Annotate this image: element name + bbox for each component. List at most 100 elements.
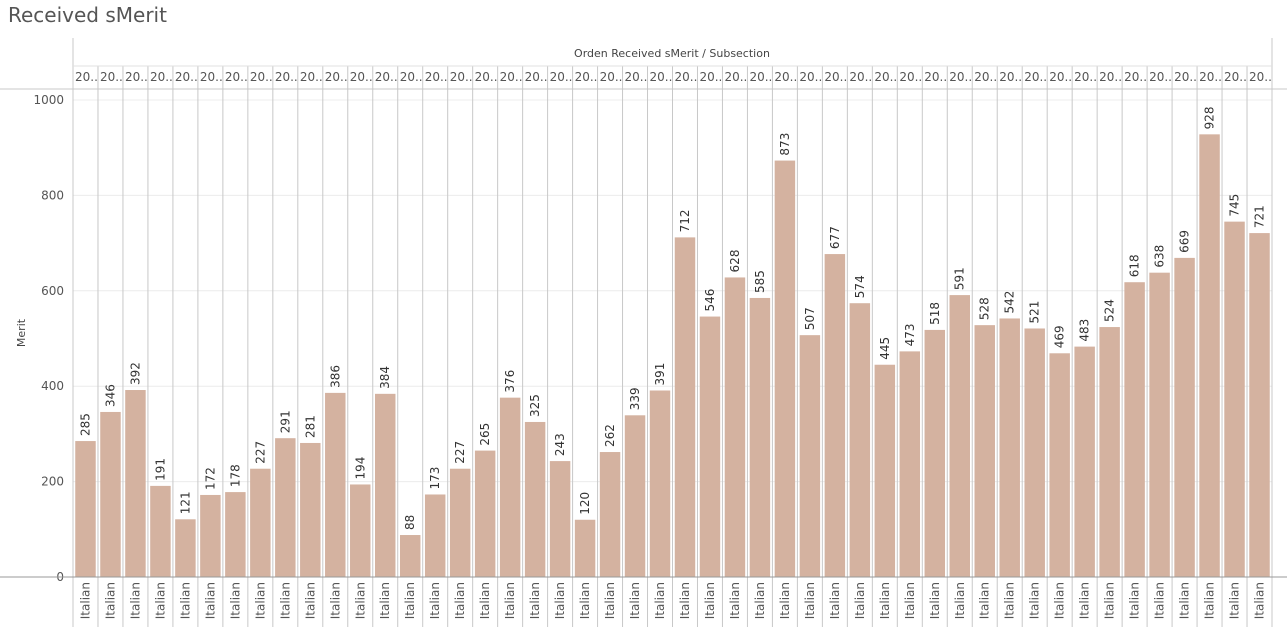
data-label: 542 [1003, 291, 1017, 314]
x-tick-label: Italian [353, 582, 367, 619]
bar [424, 494, 446, 577]
bar [849, 303, 871, 577]
bar [1124, 282, 1145, 577]
bar [1199, 134, 1220, 577]
x-tick-label: Italian [1228, 582, 1242, 619]
x-tick-label: Italian [378, 582, 392, 619]
column-top-label: 20.. [1124, 70, 1147, 84]
data-label: 339 [628, 387, 642, 410]
column-top-label: 20.. [425, 70, 448, 84]
column-top-label: 20.. [1024, 70, 1047, 84]
bar [1049, 353, 1070, 577]
x-tick-label: Italian [1253, 582, 1267, 619]
column-top-label: 20.. [400, 70, 423, 84]
data-label: 386 [328, 365, 342, 388]
data-label: 173 [428, 467, 442, 490]
data-label: 281 [303, 415, 317, 438]
x-tick-label: Italian [603, 582, 617, 619]
column-top-label: 20.. [799, 70, 822, 84]
y-tick-label: 1000 [33, 93, 64, 107]
bar [374, 393, 396, 577]
column-top-label: 20.. [1049, 70, 1072, 84]
x-tick-label: Italian [1053, 582, 1067, 619]
bar [549, 461, 571, 577]
bar [499, 397, 521, 577]
x-tick-label: Italian [728, 582, 742, 619]
column-top-label: 20.. [100, 70, 123, 84]
data-label: 677 [828, 226, 842, 249]
column-top-label: 20.. [1224, 70, 1247, 84]
data-label: 638 [1153, 245, 1167, 268]
column-top-label: 20.. [899, 70, 922, 84]
column-top-label: 20.. [450, 70, 473, 84]
bar [449, 468, 471, 577]
y-tick-label: 800 [41, 188, 64, 202]
column-top-label: 20.. [675, 70, 698, 84]
bar [974, 325, 995, 577]
data-label: 521 [1028, 301, 1042, 324]
column-top-label: 20.. [949, 70, 972, 84]
column-top-label: 20.. [1099, 70, 1122, 84]
axes: Orden Received sMerit / Subsection Merit… [0, 47, 1287, 619]
column-top-label: 20.. [774, 70, 797, 84]
data-label: 88 [403, 515, 417, 530]
bar [1174, 257, 1195, 577]
data-label: 121 [178, 491, 192, 514]
bar [474, 450, 496, 577]
column-top-label: 20.. [500, 70, 523, 84]
x-tick-label: Italian [753, 582, 767, 619]
bar [674, 237, 696, 577]
x-tick-label: Italian [578, 582, 592, 619]
x-tick-label: Italian [1028, 582, 1042, 619]
bar [999, 318, 1020, 577]
data-label: 591 [953, 267, 967, 290]
x-tick-label: Italian [553, 582, 567, 619]
x-tick-label: Italian [1203, 582, 1217, 619]
data-label: 507 [803, 307, 817, 330]
column-dividers [72, 38, 1273, 627]
data-label: 546 [703, 289, 717, 312]
bar [899, 351, 921, 577]
bars [75, 134, 1270, 578]
column-top-label: 20.. [1199, 70, 1222, 84]
bar [125, 390, 146, 577]
bar [1024, 328, 1045, 577]
x-tick-label: Italian [303, 582, 317, 619]
bar [1224, 221, 1245, 577]
x-tick-label: Italian [653, 582, 667, 619]
bar [250, 468, 271, 577]
bar [75, 441, 96, 577]
column-top-label: 20.. [175, 70, 198, 84]
column-top-label: 20.. [600, 70, 623, 84]
bar [150, 485, 171, 577]
column-top-label: 20.. [849, 70, 872, 84]
bar [699, 316, 721, 577]
x-tick-label: Italian [128, 582, 142, 619]
column-top-label: 20.. [625, 70, 648, 84]
data-label: 392 [128, 362, 142, 385]
column-top-label: 20.. [575, 70, 598, 84]
bar [175, 519, 196, 577]
data-label: 712 [678, 209, 692, 232]
data-label: 518 [928, 302, 942, 325]
data-label: 473 [903, 323, 917, 346]
column-top-label: 20.. [525, 70, 548, 84]
x-tick-label: Italian [803, 582, 817, 619]
column-top-label: 20.. [200, 70, 223, 84]
data-label: 618 [1128, 254, 1142, 277]
data-label: 445 [878, 337, 892, 360]
bar [649, 390, 671, 577]
y-tick-label: 200 [41, 475, 64, 489]
x-tick-label: Italian [1153, 582, 1167, 619]
column-top-label: 20.. [749, 70, 772, 84]
column-top-label: 20.. [699, 70, 722, 84]
x-tick-label: Italian [403, 582, 417, 619]
data-label: 721 [1253, 205, 1267, 228]
x-tick-label: Italian [328, 582, 342, 619]
column-header: Orden Received sMerit / Subsection [574, 47, 770, 60]
column-top-label: 20.. [225, 70, 248, 84]
x-tick-label: Italian [978, 582, 992, 619]
x-tick-label: Italian [278, 582, 292, 619]
bar [949, 295, 971, 577]
